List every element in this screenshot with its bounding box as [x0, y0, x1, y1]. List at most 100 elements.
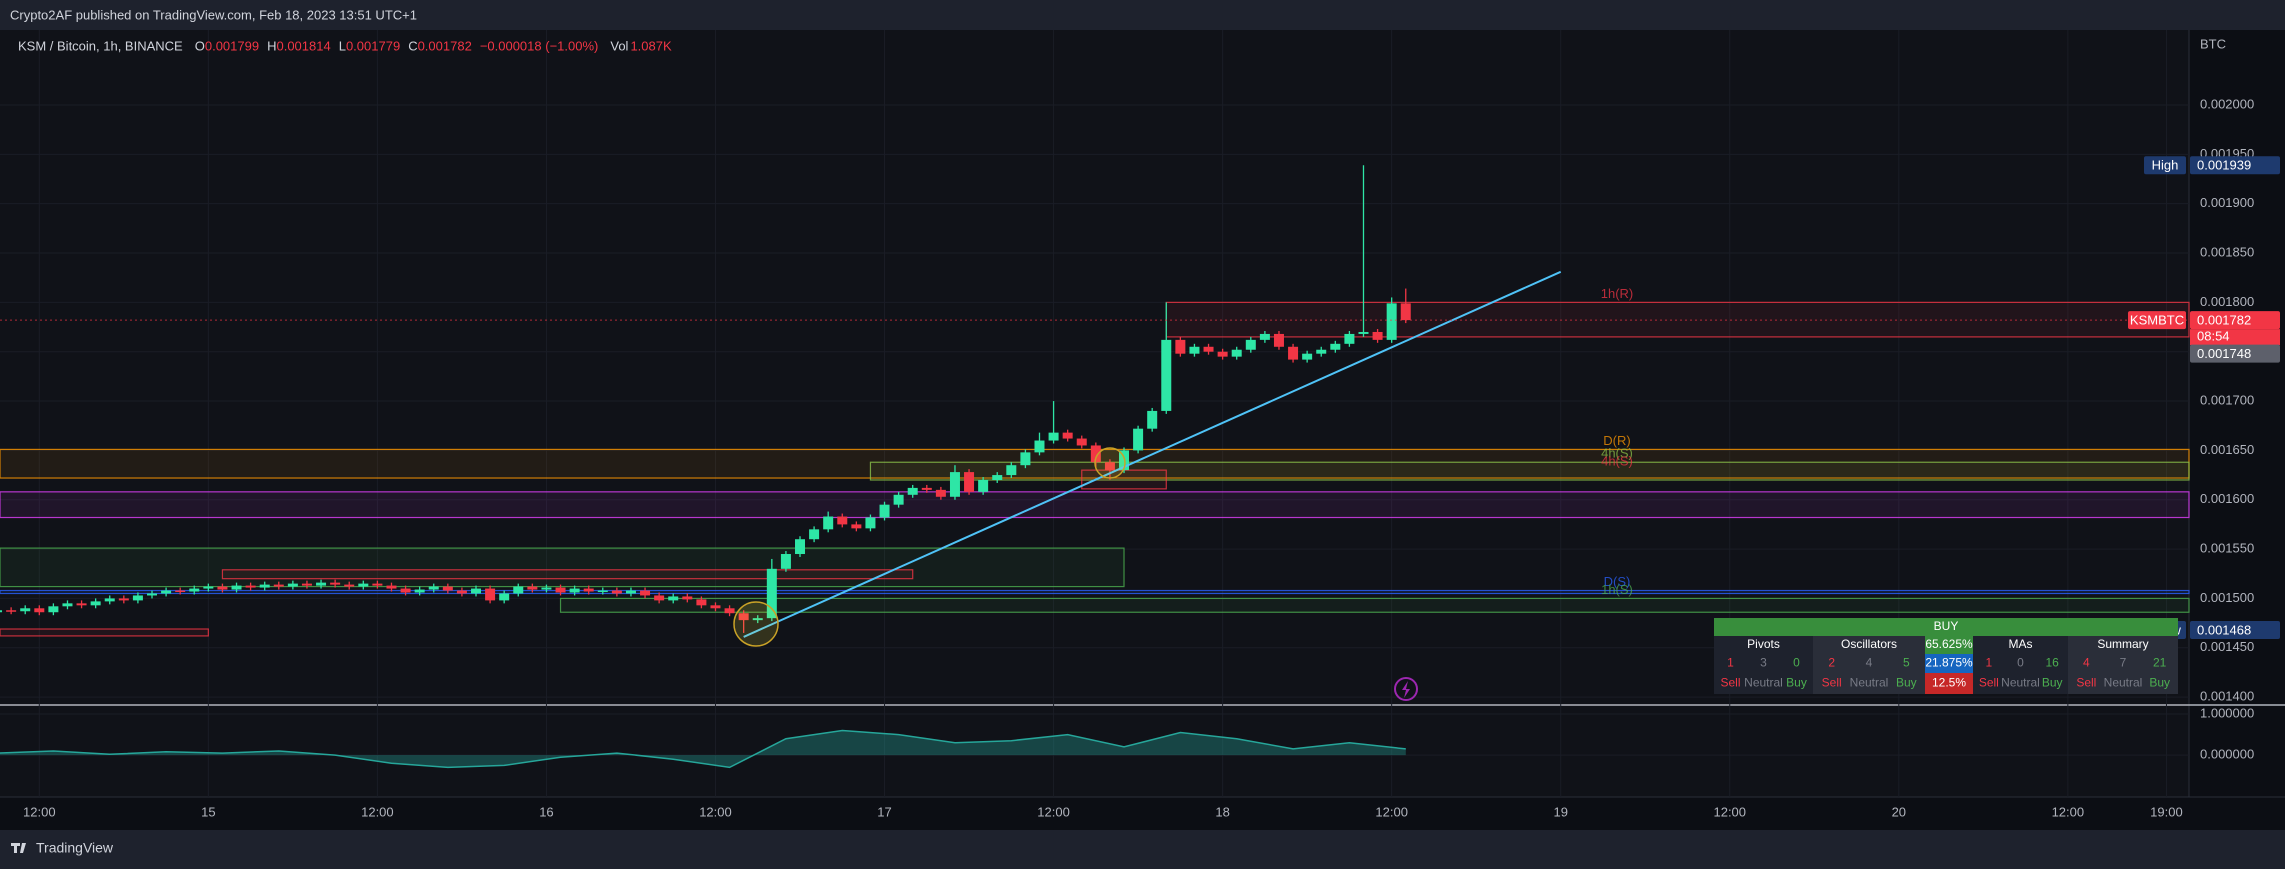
candle-body: [696, 599, 707, 606]
candle-body: [724, 608, 735, 614]
candle-body: [1133, 428, 1144, 451]
x-tick-label: 12:00: [1037, 804, 1070, 819]
legend-value: 1.087K: [630, 38, 672, 53]
event-icon[interactable]: [1394, 677, 1418, 701]
candle-body: [1302, 353, 1313, 360]
candle-body: [1259, 333, 1270, 340]
table-count-label: Neutral: [2001, 676, 2040, 690]
candle-body: [400, 588, 411, 593]
candle-body: [287, 583, 298, 587]
candle-body: [471, 588, 482, 594]
table-percent-bg: [1925, 636, 1973, 654]
candle-body: [541, 587, 552, 590]
candle-body: [34, 608, 45, 613]
legend-change: −0.000018 (−1.00%): [480, 38, 599, 53]
table-percent: 21.875%: [1925, 656, 1973, 670]
candle-body: [161, 590, 172, 594]
plot: 0.0020000.0019500.0019000.0018500.001800…: [0, 30, 2280, 819]
candle-body: [428, 586, 439, 590]
y-tick-label: 0.001650: [2200, 442, 2254, 457]
price-badge-value: 0.001782: [2197, 313, 2251, 328]
x-tick-label: 12:00: [1375, 804, 1408, 819]
legend-value: 0.001779: [346, 38, 400, 53]
legend-value: 0.001799: [205, 38, 259, 53]
candle-body: [682, 596, 693, 600]
oscillator-area: [0, 730, 1406, 768]
candle-body: [865, 517, 876, 529]
candle-body: [1076, 438, 1087, 446]
candle-body: [245, 585, 256, 588]
table-count-label: Sell: [1720, 676, 1740, 690]
table-count: 0: [2017, 656, 2024, 670]
x-tick-label: 12:00: [23, 804, 56, 819]
candle-body: [1203, 346, 1214, 352]
candle-body: [301, 583, 312, 586]
candle-body: [780, 554, 791, 569]
legend-key: L: [339, 38, 346, 53]
brand: TradingView: [36, 840, 114, 856]
candle-body: [358, 583, 369, 587]
table-group-bg: [1973, 636, 2068, 694]
zone: [221, 569, 914, 580]
table-count-label: Sell: [1979, 676, 1999, 690]
y-tick-label: 0.001900: [2200, 195, 2254, 210]
candle-body: [1034, 440, 1045, 453]
table-verdict: BUY: [1934, 619, 1959, 633]
table-count: 2: [1828, 656, 1835, 670]
legend-key: O: [195, 38, 205, 53]
candle-body: [386, 585, 397, 589]
table-count: 4: [1866, 656, 1873, 670]
candle-body: [1161, 339, 1172, 411]
candle-body: [907, 487, 918, 495]
table-count-label: Buy: [2149, 676, 2170, 690]
zone-label: 4h(S): [1601, 446, 1633, 461]
table-count: 1: [1727, 656, 1734, 670]
table-group-name: Summary: [2097, 637, 2148, 651]
candle-body: [456, 590, 467, 594]
candle-body: [935, 489, 946, 497]
candle-body: [879, 504, 890, 518]
candle-body: [1062, 432, 1073, 439]
candle-body: [76, 603, 87, 606]
candle-body: [893, 494, 904, 505]
legend-key: H: [267, 38, 276, 53]
table-count: 21: [2153, 656, 2167, 670]
zone: [869, 461, 2190, 481]
candle-body: [569, 588, 580, 593]
table-group-bg: [2068, 636, 2178, 694]
x-tick-label: 17: [877, 804, 891, 819]
candle-body: [823, 516, 834, 530]
candle-body: [949, 472, 960, 497]
candle-body: [1006, 465, 1017, 476]
legend-key: C: [408, 38, 417, 53]
candle-body: [1217, 351, 1228, 357]
zone: [0, 491, 2190, 519]
x-tick-label: 12:00: [1713, 804, 1746, 819]
candle-body: [62, 603, 73, 607]
candle-body: [1386, 303, 1397, 340]
candle-body: [6, 610, 17, 612]
zone: [0, 628, 209, 637]
axis-unit: BTC: [2200, 36, 2226, 51]
y-tick-label: 0.001800: [2200, 294, 2254, 309]
x-tick-label: 18: [1215, 804, 1229, 819]
table-percent-bg: [1925, 654, 1973, 673]
candle-body: [203, 586, 214, 589]
price-badge-name-bg: [2144, 156, 2186, 175]
price-badge-value: 0.001939: [2197, 158, 2251, 173]
y-tick-label: 0.001600: [2200, 491, 2254, 506]
x-tick-label: 20: [1892, 804, 1906, 819]
candle-body: [992, 475, 1003, 480]
table-count-label: Buy: [1786, 676, 1807, 690]
candle-body: [795, 539, 806, 555]
candle-body: [1372, 331, 1383, 340]
candle-body: [964, 472, 975, 492]
candle-body: [344, 584, 355, 587]
zone-label: D(R): [1603, 433, 1630, 448]
candle-body: [555, 587, 566, 593]
zone-label: 4h(S): [1601, 454, 1633, 469]
event-icon-bolt: [1402, 681, 1410, 698]
candle-body: [485, 588, 496, 601]
table-header-bg: [1714, 618, 2178, 636]
